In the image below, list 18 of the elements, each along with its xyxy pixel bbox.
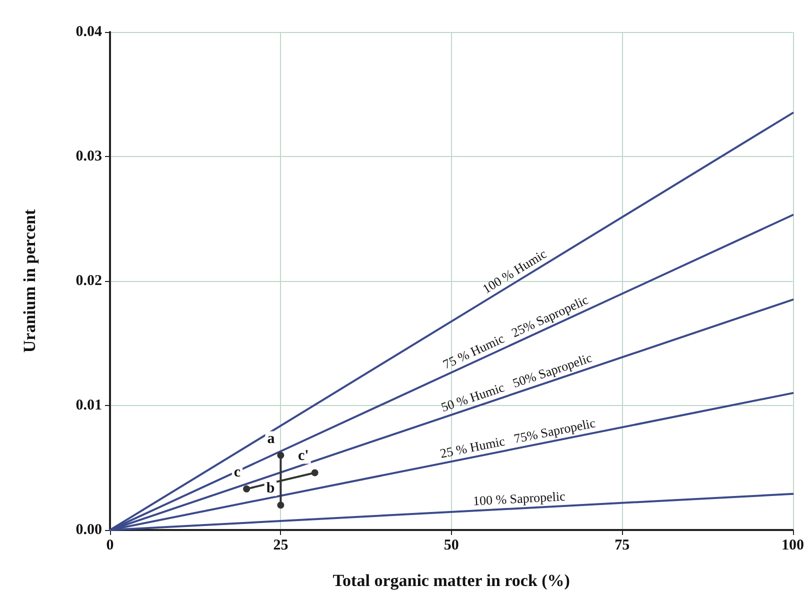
- y-tick-label: 0.04: [76, 24, 102, 40]
- annotation: b: [266, 480, 275, 497]
- x-axis-title: Total organic matter in rock (%): [332, 571, 570, 590]
- y-axis-title: Uranium in percent: [20, 209, 39, 353]
- x-tick-label: 100: [782, 538, 804, 554]
- y-tick-label: 0.02: [76, 273, 102, 289]
- x-tick-label: 25: [273, 538, 288, 554]
- y-tick-label: 0.00: [76, 522, 102, 538]
- annotation: c': [298, 448, 309, 464]
- text: 25 % Humic 75% Sapropelic: [438, 415, 597, 461]
- x-tick-label: 75: [614, 538, 630, 554]
- x-tick-label: 50: [444, 538, 459, 554]
- annotation: a: [267, 430, 276, 447]
- y-tick-label: 0.03: [76, 148, 102, 164]
- series-label: 100 % Sapropelic: [472, 488, 566, 508]
- y-tick-label: 0.01: [76, 398, 102, 414]
- annotation: c: [234, 464, 241, 480]
- x-tick-label: 0: [106, 538, 114, 554]
